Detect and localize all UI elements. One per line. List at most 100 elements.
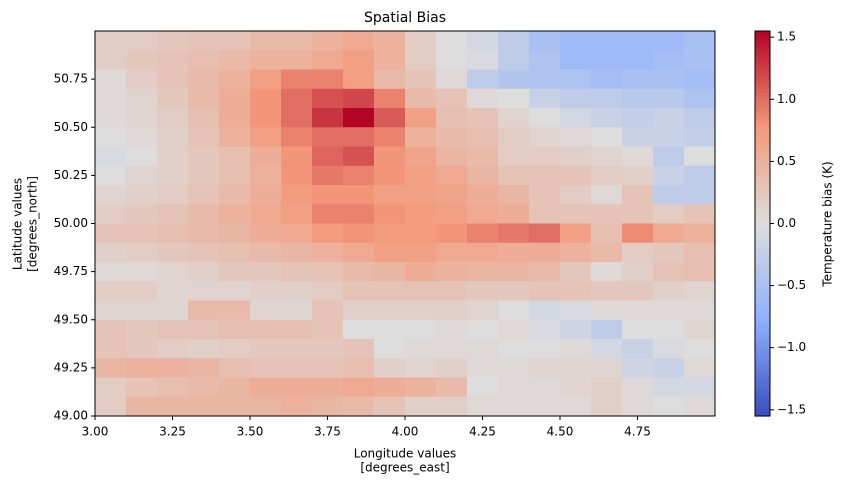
heatmap-cell	[498, 339, 530, 359]
colorbar-segment	[755, 79, 770, 83]
heatmap-cell	[95, 396, 127, 417]
heatmap-cell	[281, 377, 313, 398]
colorbar-segment	[755, 396, 770, 401]
heatmap-cell	[157, 31, 189, 51]
colorbar-segment	[755, 47, 770, 51]
heatmap-cell	[622, 339, 654, 359]
colorbar-segment	[755, 82, 770, 87]
colorbar-segment	[755, 393, 770, 398]
heatmap-cell	[467, 31, 499, 51]
heatmap-cell	[343, 358, 375, 378]
heatmap-cell	[126, 204, 158, 224]
heatmap-cell	[374, 242, 406, 263]
heatmap-cell	[126, 88, 158, 109]
heatmap-cell	[684, 262, 716, 282]
heatmap-cell	[467, 396, 499, 417]
heatmap-cell	[374, 69, 406, 90]
heatmap-cell	[684, 146, 716, 167]
heatmap-cell	[436, 223, 468, 244]
heatmap-cell	[312, 300, 344, 321]
heatmap-cell	[405, 319, 437, 340]
colorbar-segment	[755, 274, 770, 279]
colorbar-segment	[755, 281, 770, 286]
colorbar-segment	[755, 233, 770, 237]
colorbar-segment	[755, 355, 770, 359]
colorbar-segment	[755, 69, 770, 74]
heatmap-cell	[405, 31, 437, 51]
colorbar-segment	[755, 322, 770, 327]
heatmap-cell	[405, 262, 437, 282]
colorbar-segment	[755, 399, 770, 404]
heatmap-cell	[529, 281, 561, 301]
colorbar-segment	[755, 53, 770, 58]
heatmap-cell	[126, 396, 158, 417]
heatmap-cell	[684, 165, 716, 186]
colorbar-segment	[755, 303, 770, 308]
heatmap-cell	[126, 127, 158, 147]
heatmap-cell	[95, 69, 127, 90]
heatmap-cell	[591, 69, 623, 90]
heatmap-cell	[591, 185, 623, 205]
heatmap-cell	[343, 88, 375, 109]
heatmap-cell	[622, 31, 654, 51]
heatmap-cell	[436, 31, 468, 51]
colorbar-segment	[755, 342, 770, 347]
colorbar-segment	[755, 310, 770, 314]
colorbar-tick-label: 1.0	[777, 92, 796, 106]
heatmap-cell	[436, 88, 468, 109]
heatmap-cell	[591, 300, 623, 321]
heatmap-cell	[529, 165, 561, 186]
colorbar-segment	[755, 306, 770, 311]
heatmap-cell	[126, 242, 158, 263]
heatmap-cell	[126, 262, 158, 282]
heatmap-cell	[343, 204, 375, 224]
heatmap-cell	[219, 69, 251, 90]
x-tick-label: 4.25	[469, 425, 496, 439]
y-tick-label: 50.50	[54, 120, 88, 134]
heatmap-cell	[188, 281, 220, 301]
colorbar-segment	[755, 332, 770, 337]
heatmap-cell	[95, 358, 127, 378]
colorbar-segment	[755, 194, 770, 199]
heatmap-cell	[529, 88, 561, 109]
heatmap-cell	[591, 358, 623, 378]
colorbar-segment	[755, 290, 770, 295]
colorbar-segment	[755, 34, 770, 39]
heatmap-cell	[188, 377, 220, 398]
heatmap-cell	[343, 127, 375, 147]
colorbar-segment	[755, 358, 770, 363]
y-axis-label: [degrees_north]	[26, 176, 40, 272]
heatmap-cell	[250, 396, 282, 417]
heatmap-cell	[188, 108, 220, 128]
heatmap-cell	[498, 204, 530, 224]
heatmap-cell	[188, 339, 220, 359]
heatmap-cell	[219, 223, 251, 244]
heatmap-cell	[653, 262, 685, 282]
heatmap-cell	[157, 223, 189, 244]
colorbar-segment	[755, 258, 770, 263]
heatmap-cell	[157, 204, 189, 224]
colorbar-segment	[755, 191, 770, 196]
x-axis-label: [degrees_east]	[360, 461, 449, 475]
heatmap-cell	[622, 300, 654, 321]
heatmap-cell	[281, 50, 313, 70]
heatmap-cell	[684, 339, 716, 359]
colorbar-segment	[755, 207, 770, 212]
heatmap-cell	[653, 31, 685, 51]
heatmap-cell	[405, 185, 437, 205]
colorbar-segment	[755, 229, 770, 234]
heatmap-cell	[343, 31, 375, 51]
heatmap-cell	[374, 146, 406, 167]
heatmap-cell	[436, 281, 468, 301]
heatmap-cell	[126, 281, 158, 301]
y-tick-label: 49.25	[54, 360, 88, 374]
heatmap-cell	[498, 223, 530, 244]
heatmap-cell	[498, 185, 530, 205]
heatmap-cell	[560, 223, 592, 244]
heatmap-cell	[312, 204, 344, 224]
heatmap-cell	[591, 339, 623, 359]
heatmap-cell	[126, 69, 158, 90]
colorbar-segment	[755, 387, 770, 391]
y-tick-label: 50.25	[54, 168, 88, 182]
heatmap-cell	[95, 31, 127, 51]
